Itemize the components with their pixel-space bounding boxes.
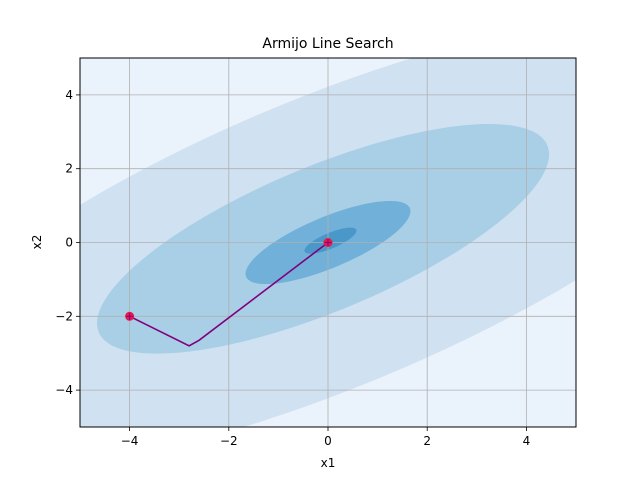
- y-tick-label: 4: [65, 88, 73, 102]
- y-tick-label: −4: [55, 383, 73, 397]
- y-tick-label: 2: [65, 162, 73, 176]
- chart-title: Armijo Line Search: [262, 36, 393, 52]
- y-tick-label: −2: [55, 309, 73, 323]
- x-tick-label: −4: [121, 434, 139, 448]
- path-layer: [129, 241, 329, 347]
- y-axis-ticks: −4 −2 0 2 4: [55, 88, 80, 397]
- x-axis-ticks: −4 −2 0 2 4: [121, 427, 530, 448]
- x-tick-label: 4: [523, 434, 531, 448]
- plot-area: [79, 57, 577, 428]
- x-tick-label: 2: [423, 434, 431, 448]
- x-axis-label: x1: [321, 456, 336, 470]
- optimization-path: [129, 241, 329, 347]
- y-tick-label: 0: [65, 236, 73, 250]
- marker-layer: [125, 238, 333, 321]
- y-axis-label: x2: [30, 235, 44, 250]
- x-tick-label: 0: [324, 434, 332, 448]
- x-tick-label: −2: [220, 434, 238, 448]
